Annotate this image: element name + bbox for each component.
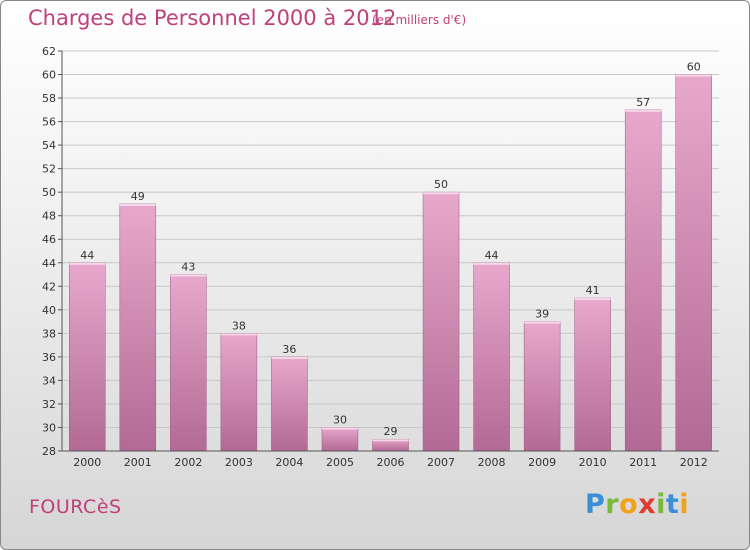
town-name: FOURCèS bbox=[29, 496, 122, 518]
y-tick-label: 38 bbox=[42, 327, 56, 340]
y-tick-label: 36 bbox=[42, 351, 56, 364]
data-label: 49 bbox=[131, 190, 145, 203]
x-axis: 2000 2001 2002 2003 2004 2005 2006 2007 2008 2009… bbox=[62, 450, 719, 469]
grid-lines bbox=[62, 50, 719, 452]
x-tick-label: 2006 bbox=[377, 456, 405, 469]
bar bbox=[473, 262, 510, 452]
bar bbox=[574, 297, 611, 452]
data-label: 29 bbox=[384, 425, 398, 438]
y-tick-label: 40 bbox=[42, 304, 56, 317]
logo-letter: i bbox=[656, 489, 666, 520]
chart-title: Charges de Personnel 2000 à 2012 bbox=[28, 6, 397, 30]
y-tick-label: 28 bbox=[42, 445, 56, 458]
y-tick-label: 42 bbox=[42, 280, 56, 293]
x-tick-label: 2003 bbox=[225, 456, 253, 469]
y-tick-label: 62 bbox=[42, 45, 56, 58]
bar bbox=[170, 274, 207, 452]
bar-highlight bbox=[170, 274, 207, 277]
data-label: 38 bbox=[232, 319, 246, 332]
bar-highlight bbox=[372, 439, 409, 442]
x-tick-label: 2007 bbox=[427, 456, 455, 469]
x-tick-label: 2000 bbox=[73, 456, 101, 469]
proxiti-logo[interactable]: Proxiti bbox=[585, 489, 689, 520]
x-tick-label: 2011 bbox=[629, 456, 657, 469]
y-tick-label: 44 bbox=[42, 257, 56, 270]
x-tick-label: 2008 bbox=[478, 456, 506, 469]
data-label: 43 bbox=[181, 261, 195, 274]
bar-highlight bbox=[524, 321, 561, 324]
data-label: 50 bbox=[434, 178, 448, 191]
bar bbox=[675, 74, 712, 452]
bar bbox=[119, 203, 157, 452]
data-label: 60 bbox=[687, 61, 701, 74]
logo-letter: i bbox=[679, 489, 690, 520]
bar-highlight bbox=[574, 298, 611, 301]
bar bbox=[624, 109, 662, 452]
y-tick-label: 32 bbox=[42, 398, 56, 411]
bar-highlight bbox=[321, 427, 358, 430]
logo-letter: t bbox=[665, 489, 680, 520]
data-label: 30 bbox=[333, 413, 347, 426]
x-tick-label: 2005 bbox=[326, 456, 354, 469]
bar-highlight bbox=[473, 262, 510, 265]
y-tick-label: 30 bbox=[42, 421, 56, 434]
bar-highlight bbox=[220, 333, 257, 336]
x-tick-label: 2001 bbox=[124, 456, 152, 469]
logo-letter: r bbox=[605, 489, 620, 520]
bar-highlight bbox=[69, 262, 106, 265]
x-tick-label: 2012 bbox=[680, 456, 708, 469]
data-label: 36 bbox=[282, 343, 296, 356]
bar bbox=[523, 321, 561, 452]
y-tick-label: 48 bbox=[42, 210, 56, 223]
y-tick-label: 60 bbox=[42, 69, 56, 82]
x-tick-label: 2009 bbox=[528, 456, 556, 469]
y-tick-label: 34 bbox=[42, 374, 56, 387]
chart-subtitle: (en milliers d'€) bbox=[372, 13, 467, 27]
bar bbox=[69, 262, 106, 452]
logo-letter: x bbox=[638, 489, 657, 520]
bar-highlight bbox=[675, 74, 712, 77]
y-axis: 28 30 32 34 36 38 40 42 44 46 48 50 52 54 56 58 60 62 bbox=[42, 45, 63, 458]
x-tick-label: 2010 bbox=[579, 456, 607, 469]
y-tick-label: 56 bbox=[42, 116, 56, 129]
data-label: 44 bbox=[80, 249, 94, 262]
bar bbox=[271, 356, 308, 452]
bars: 44 49 43 38 36 30 29 50 44 39 41 57 60 bbox=[69, 61, 712, 452]
y-tick-label: 52 bbox=[42, 163, 56, 176]
bar bbox=[321, 427, 359, 452]
data-label: 57 bbox=[636, 96, 650, 109]
bar-highlight bbox=[119, 203, 156, 206]
y-tick-label: 46 bbox=[42, 233, 56, 246]
data-label: 41 bbox=[586, 284, 600, 297]
logo-letter: P bbox=[585, 489, 606, 520]
data-label: 44 bbox=[485, 249, 499, 262]
data-label: 39 bbox=[535, 308, 549, 321]
bar-highlight bbox=[271, 356, 308, 359]
logo-letter: o bbox=[619, 489, 639, 520]
y-tick-label: 54 bbox=[42, 139, 56, 152]
bar-highlight bbox=[423, 192, 460, 195]
x-tick-label: 2004 bbox=[275, 456, 303, 469]
y-tick-label: 50 bbox=[42, 186, 56, 199]
bar bbox=[220, 333, 258, 452]
bar-highlight bbox=[625, 109, 662, 112]
bar bbox=[422, 191, 460, 452]
y-tick-label: 58 bbox=[42, 92, 56, 105]
x-tick-label: 2002 bbox=[174, 456, 202, 469]
